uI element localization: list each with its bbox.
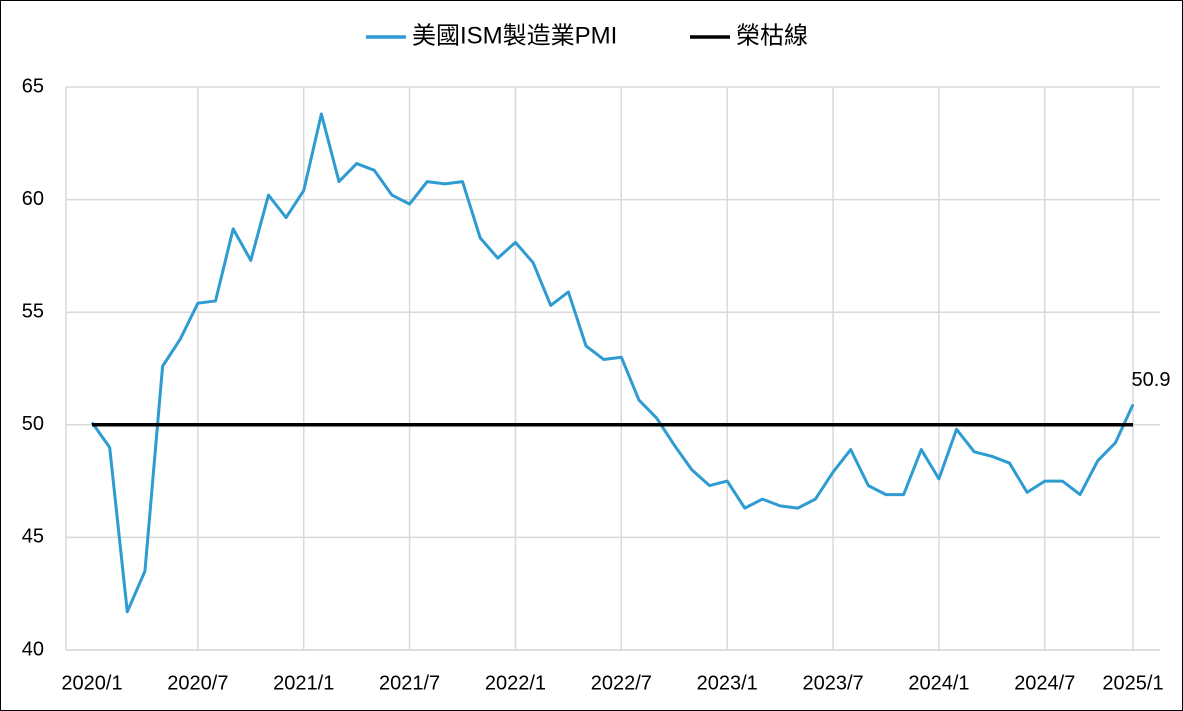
y-tick-label: 50 — [22, 413, 44, 435]
legend-label: 榮枯線 — [736, 22, 808, 49]
y-tick-label: 60 — [22, 188, 44, 210]
x-tick-label: 2022/1 — [485, 672, 546, 694]
x-tick-label: 2021/7 — [379, 672, 440, 694]
x-tick-label: 2020/1 — [61, 672, 122, 694]
x-tick-label: 2024/1 — [908, 672, 969, 694]
y-tick-label: 65 — [22, 75, 44, 97]
y-tick-label: 55 — [22, 300, 44, 322]
x-tick-label: 2023/1 — [697, 672, 758, 694]
y-tick-label: 45 — [22, 526, 44, 548]
x-tick-label: 2025/1 — [1102, 672, 1163, 694]
x-tick-label: 2022/7 — [591, 672, 652, 694]
data-label: 50.9 — [1132, 369, 1171, 391]
x-tick-label: 2023/7 — [802, 672, 863, 694]
y-tick-label: 40 — [22, 638, 44, 660]
series-line — [90, 112, 1135, 614]
x-tick-label: 2020/7 — [167, 672, 228, 694]
legend-label: 美國ISM製造業PMI — [412, 22, 617, 49]
x-tick-label: 2024/7 — [1014, 672, 1075, 694]
x-tick-label: 2021/1 — [273, 672, 334, 694]
